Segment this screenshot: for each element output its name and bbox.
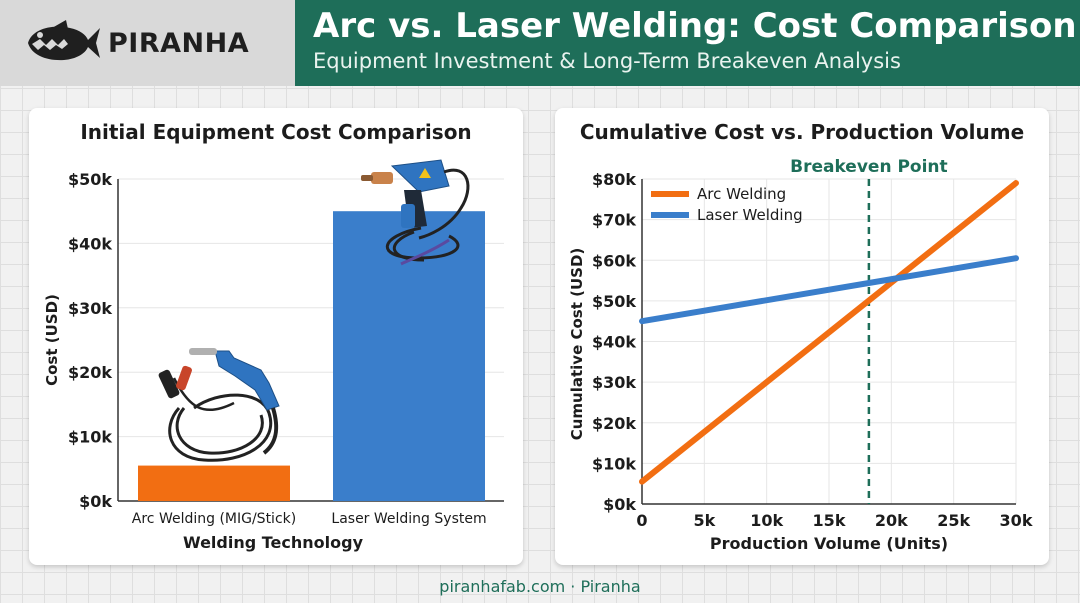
page-title: Arc vs. Laser Welding: Cost Comparison (313, 6, 1077, 46)
brand-name: PIRANHA (108, 27, 250, 59)
line-x-tick-label: 5k (693, 511, 715, 530)
series-line-arc-welding (639, 180, 1019, 485)
bar-chart: $0k $10k $20k $30k $40k $50k Arc Welding (MIG/… (43, 159, 504, 552)
line-y-tick-label: $70k (592, 211, 636, 230)
footer-text: piranhafab.com · Piranha (439, 577, 641, 596)
bar-x-axis-label: Welding Technology (183, 533, 364, 552)
page-subtitle: Equipment Investment & Long-Term Breakev… (313, 49, 901, 73)
bar-y-tick-label: $50k (68, 170, 112, 189)
line-x-tick-label: 20k (875, 511, 908, 530)
bar-y-tick-label: $30k (68, 299, 112, 318)
bar-y-tick-label: $0k (79, 492, 112, 511)
legend-label: Arc Welding (697, 185, 786, 203)
line-y-tick-label: $30k (592, 373, 636, 392)
bar-chart-title: Initial Equipment Cost Comparison (80, 120, 472, 144)
mig-welding-gun-icon (158, 348, 280, 462)
line-x-tick-label: 10k (750, 511, 783, 530)
legend-label: Laser Welding (697, 206, 803, 224)
line-y-tick-label: $0k (603, 495, 636, 514)
laser-welding-gun-icon (361, 159, 470, 266)
brand-panel: PIRANHA (0, 0, 295, 86)
title-bar: Arc vs. Laser Welding: Cost Comparison E… (295, 0, 1080, 86)
line-x-tick-label: 30k (1000, 511, 1033, 530)
bar-arc-welding (138, 465, 290, 501)
breakeven-label: Breakeven Point (790, 157, 948, 177)
line-x-tick-label: 15k (813, 511, 846, 530)
bar-x-tick-label: Arc Welding (MIG/Stick) (132, 511, 296, 527)
bar-x-tick-label: Laser Welding System (331, 511, 486, 527)
line-x-tick-label: 25k (937, 511, 970, 530)
line-chart-card: $0k $10k $20k $30k $40k $50k $60k $70k $80k 0 5k 10… (555, 108, 1049, 565)
bar-chart-card: $0k $10k $20k $30k $40k $50k Arc Welding (MIG/… (29, 108, 523, 565)
bar-y-tick-label: $10k (68, 428, 112, 447)
line-y-tick-label: $50k (592, 292, 636, 311)
line-y-tick-label: $60k (592, 251, 636, 270)
bar-y-tick-label: $40k (68, 234, 112, 253)
line-y-tick-label: $20k (592, 414, 636, 433)
line-x-tick-label: 0 (636, 511, 647, 530)
line-y-tick-label: $10k (592, 454, 636, 473)
series-line-laser-welding (639, 255, 1019, 325)
line-x-axis-label: Production Volume (Units) (710, 534, 948, 553)
line-chart-title: Cumulative Cost vs. Production Volume (579, 120, 1025, 144)
line-y-axis-label: Cumulative Cost (USD) (568, 248, 586, 441)
bar-y-axis-label: Cost (USD) (43, 294, 61, 386)
piranha-fish-icon (28, 20, 100, 61)
bar-y-tick-label: $20k (68, 363, 112, 382)
line-y-tick-label: $80k (592, 170, 636, 189)
line-chart: $0k $10k $20k $30k $40k $50k $60k $70k $80k 0 5k 10… (568, 157, 1033, 553)
bar-laser-welding (333, 211, 485, 501)
line-y-tick-label: $40k (592, 333, 636, 352)
